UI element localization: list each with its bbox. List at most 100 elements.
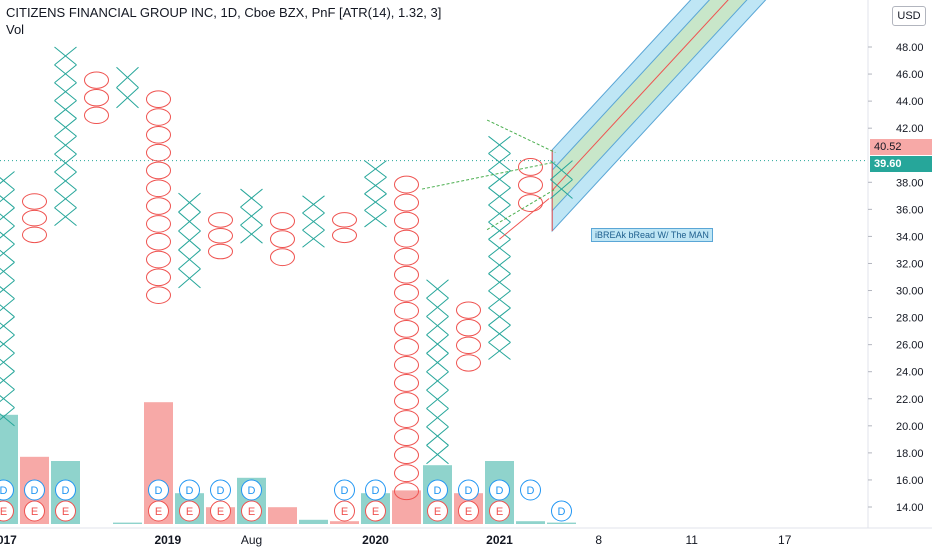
x-stroke: [488, 221, 511, 240]
pnf-o-mark: [394, 337, 419, 356]
pnf-x-mark: [0, 261, 15, 281]
dividend-badge[interactable]: D: [210, 479, 231, 501]
earnings-badge[interactable]: E: [334, 500, 355, 522]
dividend-badge-circle: [55, 479, 76, 501]
dividend-earnings-markers[interactable]: D D D D D D D D D D D D DDE E E E E E E E E E E E: [0, 479, 572, 522]
x-stroke: [0, 322, 15, 336]
pnf-x-mark: [426, 352, 449, 373]
pnf-x-mark: [426, 334, 449, 354]
volume-bar: [330, 521, 359, 524]
trendline-drawings[interactable]: [421, 119, 556, 240]
pnf-o-mark: [394, 283, 419, 302]
pnf-x-mark: [426, 389, 449, 409]
dividend-badge[interactable]: D: [334, 479, 355, 501]
earnings-badge[interactable]: E: [55, 500, 76, 522]
earnings-badge[interactable]: E: [24, 500, 45, 522]
pnf-o-mark: [394, 193, 419, 212]
x-stroke: [426, 297, 449, 317]
chart-title: CITIZENS FINANCIAL GROUP INC, 1D, Cboe B…: [6, 5, 442, 20]
pnf-x-mark: [240, 188, 263, 208]
dividend-badge-label: D: [434, 485, 442, 497]
earnings-badge-circle: [365, 500, 386, 522]
trend-line[interactable]: [499, 198, 550, 240]
dividend-badge[interactable]: D: [179, 479, 200, 501]
x-stroke: [364, 176, 387, 195]
drawing-text-annotation[interactable]: iBREAk bRead W/ The MAN: [591, 228, 713, 242]
earnings-badge[interactable]: E: [365, 500, 386, 522]
earnings-badge[interactable]: E: [179, 500, 200, 522]
x-stroke: [178, 230, 201, 251]
pnf-x-mark: [364, 209, 387, 228]
pnf-x-mark: [54, 207, 77, 226]
price-tick-label: 34.00: [896, 231, 924, 243]
price-axis: 48.00 46.00 44.00 42.00 38.00 36.00 34.00 32.00…: [0, 0, 932, 529]
earnings-badge[interactable]: E: [210, 500, 231, 522]
pnf-x-mark: [54, 118, 77, 137]
dividend-badge[interactable]: D: [241, 479, 262, 501]
earnings-badge[interactable]: E: [427, 500, 448, 522]
x-stroke: [488, 341, 511, 360]
earnings-badge-circle: [427, 500, 448, 522]
earnings-badge[interactable]: E: [148, 500, 169, 522]
x-stroke: [0, 407, 15, 421]
pnf-o-mark: [394, 482, 419, 501]
dividend-badge-label: D: [0, 485, 8, 497]
pnf-o-mark: [146, 161, 171, 180]
earnings-badge[interactable]: E: [489, 500, 510, 522]
pnf-o-mark: [146, 286, 171, 304]
earnings-badge-label: E: [0, 506, 7, 518]
pnf-o-mark: [84, 71, 109, 89]
time-tick-label: 8: [595, 533, 602, 547]
dividend-badge-label: D: [496, 485, 504, 497]
x-stroke: [54, 207, 77, 226]
earnings-badge-circle: [489, 500, 510, 522]
dividend-badge[interactable]: D: [365, 479, 386, 501]
earnings-badge-label: E: [341, 506, 348, 518]
earnings-badge-circle: [241, 500, 262, 522]
channel-outer-band[interactable]: [551, 0, 797, 233]
dividend-badge[interactable]: D: [148, 479, 169, 501]
time-tick-label: 2017: [0, 533, 17, 547]
volume-bar: [547, 522, 576, 524]
x-stroke: [240, 224, 263, 244]
dividend-badge[interactable]: D: [520, 479, 541, 501]
time-axis: 2017 2019 Aug 2020 2021 8 11 17: [0, 533, 792, 547]
pnf-o-mark: [146, 268, 171, 287]
dividend-badge-label: D: [62, 485, 70, 497]
earnings-badge[interactable]: E: [458, 500, 479, 522]
pnf-x-mark: [550, 160, 573, 180]
trend-line[interactable]: [486, 188, 556, 231]
dividend-badge-circle: [334, 479, 355, 501]
x-stroke: [0, 304, 15, 318]
pnf-x-mark: [240, 206, 263, 226]
x-stroke: [0, 225, 15, 239]
dividend-badge[interactable]: D: [427, 479, 448, 501]
dividend-badge[interactable]: D: [55, 479, 76, 501]
pnf-x-mark: [54, 100, 77, 119]
x-stroke: [54, 135, 77, 155]
trend-line[interactable]: [421, 161, 556, 190]
dividend-badge-label: D: [31, 485, 39, 497]
dividend-badge[interactable]: D: [551, 500, 572, 522]
earnings-badge[interactable]: E: [0, 500, 14, 522]
parallel-channel-drawing[interactable]: [551, 0, 797, 233]
dividend-badge[interactable]: D: [0, 479, 14, 501]
earnings-badge[interactable]: E: [241, 500, 262, 522]
dividend-badge-label: D: [527, 485, 535, 497]
trend-line[interactable]: [486, 119, 556, 153]
pnf-o-mark: [146, 197, 171, 215]
channel-center-line[interactable]: [551, 0, 797, 191]
pnf-x-mark: [426, 316, 449, 336]
currency-button[interactable]: USD: [892, 6, 926, 26]
dividend-badge[interactable]: D: [489, 479, 510, 501]
dividend-badge[interactable]: D: [24, 479, 45, 501]
pnf-x-mark: [302, 212, 325, 231]
volume-bar: [113, 522, 142, 524]
time-tick-label: 2019: [154, 533, 181, 547]
x-stroke: [0, 286, 15, 300]
pnf-o-mark: [394, 301, 419, 320]
x-stroke: [488, 307, 511, 326]
dividend-badge[interactable]: D: [458, 479, 479, 501]
x-stroke: [0, 267, 15, 281]
